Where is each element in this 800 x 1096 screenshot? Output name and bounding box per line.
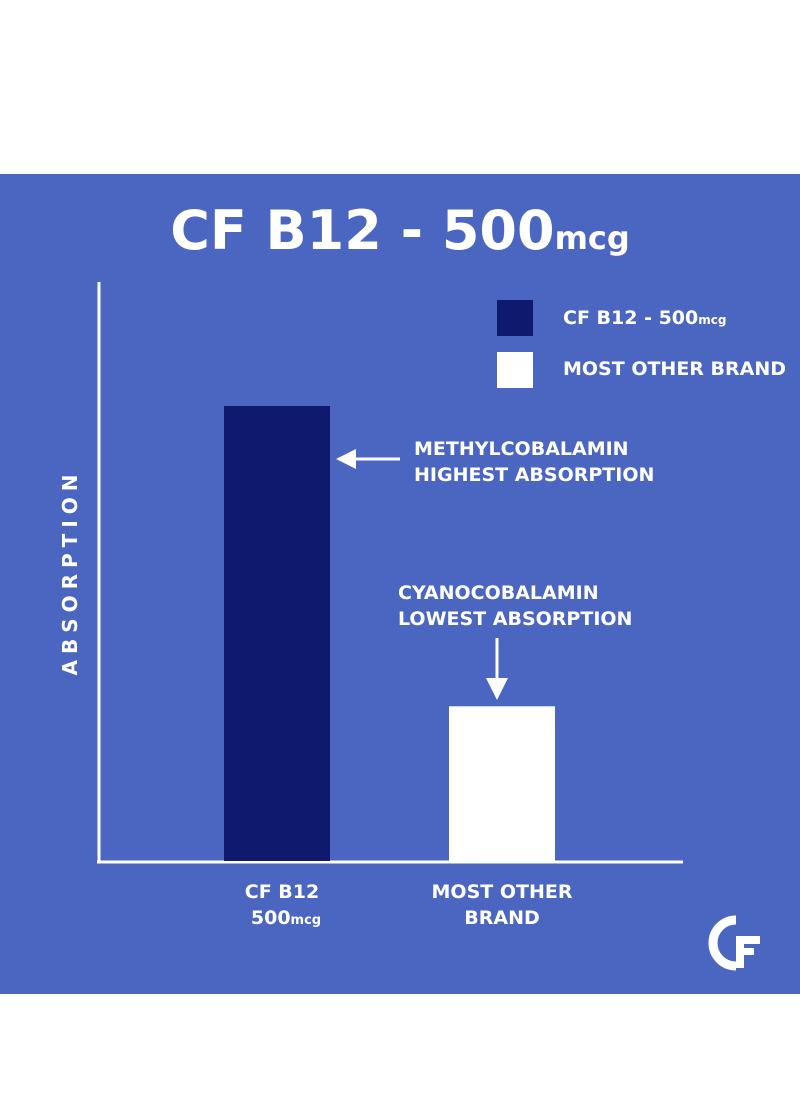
chart-background bbox=[0, 174, 800, 994]
legend-label-cf-b12-main: CF B12 - 500 bbox=[563, 307, 699, 329]
annotation-methylcobalamin: METHYLCOBALAMIN HIGHEST ABSORPTION bbox=[414, 436, 654, 488]
annotation-cyano-line1: CYANOCOBALAMIN bbox=[398, 582, 599, 604]
x-tick-label-cf-b12: CF B12 500mcg bbox=[207, 879, 357, 934]
x-tick-label-other-brand-line2: BRAND bbox=[464, 907, 540, 929]
title-unit: mcg bbox=[554, 219, 630, 257]
legend-label-other-brand: MOST OTHER BRAND bbox=[563, 357, 786, 381]
annotation-methyl-line2: HIGHEST ABSORPTION bbox=[414, 464, 655, 486]
legend-swatch-cf-b12 bbox=[497, 300, 533, 336]
bar-other-brand bbox=[449, 706, 555, 861]
annotation-cyano-line2: LOWEST ABSORPTION bbox=[398, 608, 633, 630]
x-tick-label-cf-b12-line2-unit: mcg bbox=[290, 913, 322, 928]
chart-title: CF B12 - 500mcg bbox=[0, 196, 800, 273]
legend-label-cf-b12-unit: mcg bbox=[698, 313, 727, 327]
legend-label-cf-b12: CF B12 - 500mcg bbox=[563, 306, 726, 332]
cf-logo bbox=[708, 915, 760, 971]
x-tick-label-other-brand: MOST OTHER BRAND bbox=[412, 879, 592, 931]
bar-cf-b12 bbox=[224, 406, 330, 861]
title-main: CF B12 - 500 bbox=[170, 199, 555, 262]
x-tick-label-other-brand-line1: MOST OTHER bbox=[431, 881, 573, 903]
x-tick-label-cf-b12-line2: 500mcg bbox=[207, 905, 357, 934]
legend-label-other-brand-main: MOST OTHER BRAND bbox=[563, 358, 787, 380]
annotation-cyanocobalamin: CYANOCOBALAMIN LOWEST ABSORPTION bbox=[398, 580, 632, 632]
x-tick-label-cf-b12-line2-main: 500 bbox=[250, 907, 291, 929]
arrow-down-icon bbox=[486, 638, 508, 700]
annotation-methyl-line1: METHYLCOBALAMIN bbox=[414, 438, 629, 460]
legend-swatch-other-brand bbox=[497, 352, 533, 388]
bars-group bbox=[224, 406, 555, 861]
x-tick-label-cf-b12-line1: CF B12 bbox=[244, 881, 320, 903]
arrow-left-icon bbox=[336, 449, 400, 469]
